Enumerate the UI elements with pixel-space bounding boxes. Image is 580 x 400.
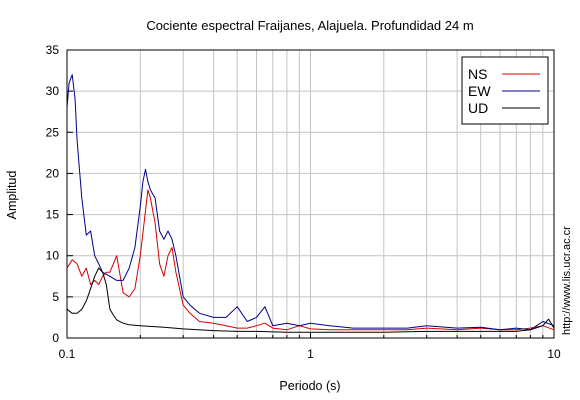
y-tick-label: 5	[52, 290, 59, 304]
axis-ticks	[66, 49, 555, 339]
series-line-ud	[66, 267, 555, 333]
y-tick-label: 10	[46, 249, 60, 263]
legend-label-ns: NS	[468, 66, 487, 82]
credit-text: http://www.lis.ucr.ac.cr	[561, 226, 573, 335]
y-tick-label: 0	[52, 331, 59, 345]
y-tick-label: 30	[46, 84, 60, 98]
x-tick-label: 1	[307, 347, 314, 361]
legend-label-ew: EW	[468, 83, 491, 99]
data-series	[66, 74, 555, 333]
grid	[66, 50, 555, 338]
x-axis-label: Periodo (s)	[279, 379, 340, 393]
x-tick-label: 0.1	[59, 347, 76, 361]
x-tick-label: 10	[547, 347, 561, 361]
y-tick-label: 25	[46, 125, 60, 139]
chart-title: Cociente espectral Fraijanes, Alajuela. …	[146, 18, 473, 33]
series-line-ew	[66, 74, 555, 331]
axis-tick-labels: 0.1 1 10 0 5 10 15 20 25 30 35	[46, 43, 561, 361]
y-tick-label: 15	[46, 208, 60, 222]
y-tick-label: 20	[46, 166, 60, 180]
y-axis-label: Amplitud	[5, 171, 19, 220]
y-tick-label: 35	[46, 43, 60, 57]
legend-label-ud: UD	[468, 100, 488, 116]
